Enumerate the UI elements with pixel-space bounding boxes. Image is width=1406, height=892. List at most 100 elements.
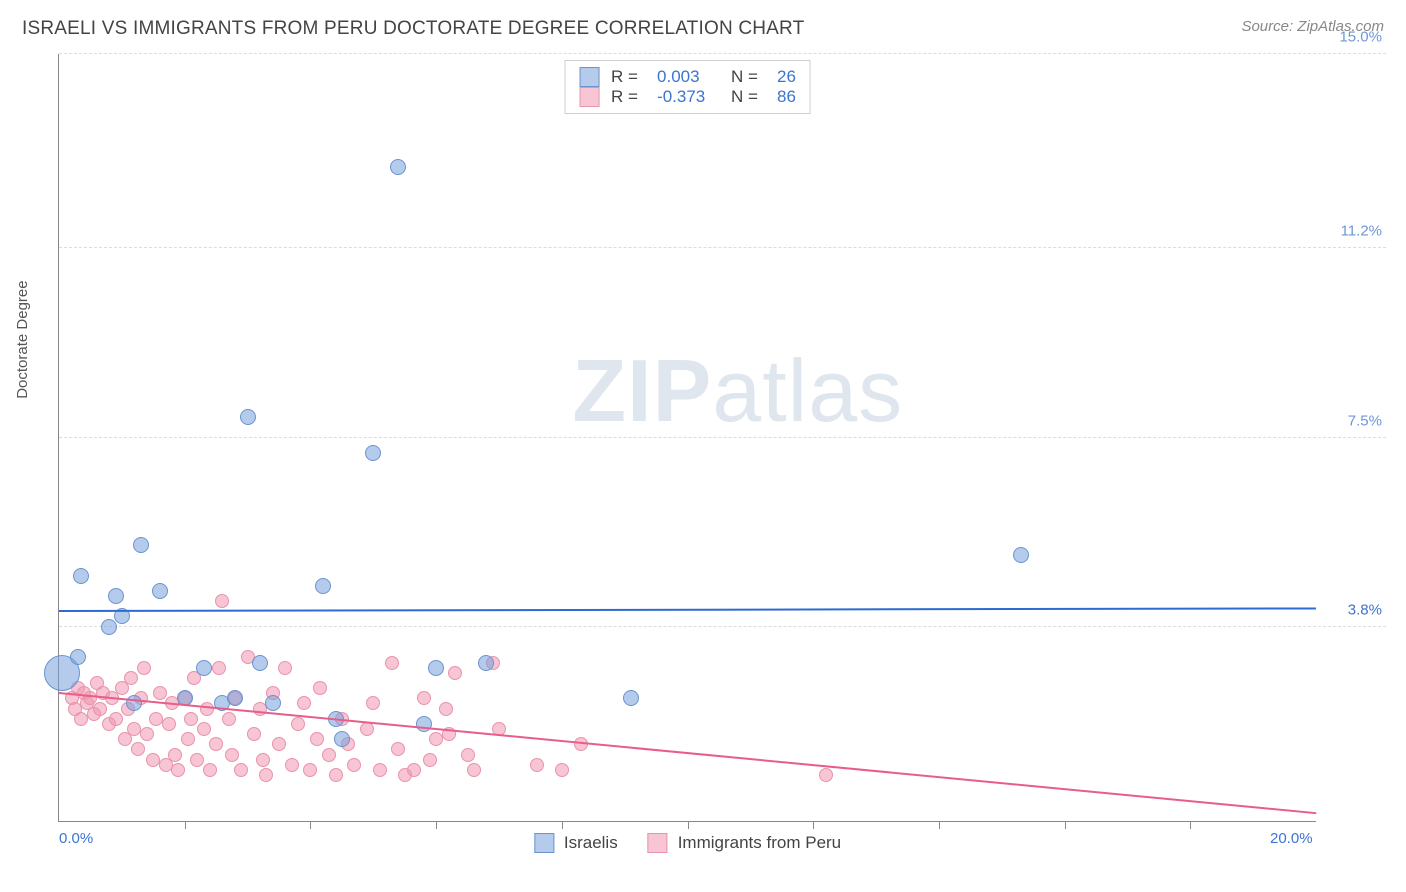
gridline-h [59,437,1386,438]
y-axis-label: Doctorate Degree [14,280,31,398]
scatter-point [234,763,248,777]
legend-swatch [648,833,668,853]
plot-area: ZIPatlas R =0.003N =26R =-0.373N =86 Isr… [58,54,1316,822]
scatter-point [366,696,380,710]
watermark-rest: atlas [712,341,903,440]
gridline-h [59,247,1386,248]
scatter-point [303,763,317,777]
n-value: 86 [777,87,796,107]
xtick-mark [688,821,689,829]
r-label: R = [611,67,645,87]
scatter-point [196,660,212,676]
scatter-point [168,748,182,762]
scatter-point [391,742,405,756]
scatter-point [265,695,281,711]
scatter-point [252,655,268,671]
scatter-point [259,768,273,782]
xtick-mark [185,821,186,829]
scatter-point [423,753,437,767]
scatter-point [227,690,243,706]
scatter-point [73,568,89,584]
xtick-mark [436,821,437,829]
scatter-point [225,748,239,762]
xtick-mark [562,821,563,829]
scatter-point [334,731,350,747]
legend-swatch [534,833,554,853]
chart-title: ISRAELI VS IMMIGRANTS FROM PERU DOCTORAT… [22,18,804,40]
series-name: Israelis [564,833,618,853]
gridline-h [59,626,1386,627]
series-legend: Israelis Immigrants from Peru [534,833,841,853]
legend-swatch [579,87,599,107]
r-value: 0.003 [657,67,719,87]
scatter-point [291,717,305,731]
scatter-point [190,753,204,767]
scatter-point [153,686,167,700]
xtick-mark [1190,821,1191,829]
scatter-point [313,681,327,695]
watermark: ZIPatlas [572,340,903,442]
scatter-point [390,159,406,175]
gridline-h [59,53,1386,54]
stats-legend-row: R =0.003N =26 [579,67,796,87]
scatter-point [530,758,544,772]
scatter-point [184,712,198,726]
scatter-point [315,578,331,594]
scatter-point [124,671,138,685]
scatter-point [109,712,123,726]
scatter-point [347,758,361,772]
chart-container: Doctorate Degree ZIPatlas R =0.003N =26R… [22,54,1386,862]
n-label: N = [731,87,765,107]
scatter-point [1013,547,1029,563]
scatter-point [365,445,381,461]
scatter-point [417,691,431,705]
xtick-mark [813,821,814,829]
scatter-point [108,588,124,604]
scatter-point [131,742,145,756]
series-legend-item: Israelis [534,833,618,853]
scatter-point [329,768,343,782]
scatter-point [439,702,453,716]
xtick-label: 20.0% [1270,830,1313,847]
xtick-mark [939,821,940,829]
scatter-point [555,763,569,777]
xtick-label: 0.0% [59,830,93,847]
scatter-point [360,722,374,736]
scatter-point [310,732,324,746]
scatter-point [385,656,399,670]
scatter-point [93,702,107,716]
scatter-point [297,696,311,710]
r-value: -0.373 [657,87,719,107]
series-legend-item: Immigrants from Peru [648,833,841,853]
scatter-point [461,748,475,762]
n-value: 26 [777,67,796,87]
r-label: R = [611,87,645,107]
scatter-point [428,660,444,676]
trend-line [59,692,1316,814]
trend-line [59,608,1316,613]
scatter-point [171,763,185,777]
stats-legend: R =0.003N =26R =-0.373N =86 [564,60,811,114]
ytick-label: 7.5% [1348,412,1382,429]
scatter-point [162,717,176,731]
series-name: Immigrants from Peru [678,833,841,853]
scatter-point [623,690,639,706]
scatter-point [133,537,149,553]
scatter-point [197,722,211,736]
ytick-label: 15.0% [1339,29,1382,46]
scatter-point [278,661,292,675]
ytick-label: 3.8% [1348,601,1382,618]
scatter-point [448,666,462,680]
scatter-point [222,712,236,726]
scatter-point [478,655,494,671]
scatter-point [240,409,256,425]
scatter-point [215,594,229,608]
scatter-point [70,649,86,665]
scatter-point [256,753,270,767]
scatter-point [819,768,833,782]
scatter-point [322,748,336,762]
scatter-point [152,583,168,599]
scatter-point [407,763,421,777]
xtick-mark [1065,821,1066,829]
xtick-mark [310,821,311,829]
